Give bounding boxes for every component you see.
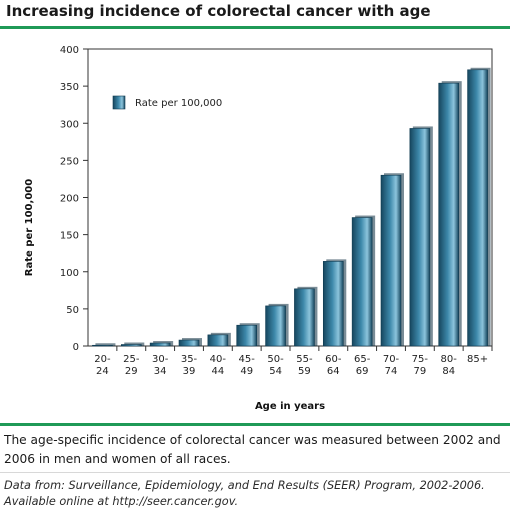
- bar: [409, 128, 431, 347]
- x-tick-label: 35-39: [181, 354, 198, 377]
- bar: [322, 261, 344, 347]
- bar-shadow: [95, 343, 116, 346]
- source-separator: [0, 472, 510, 473]
- y-tick-label: 150: [60, 231, 79, 242]
- bar: [294, 288, 315, 347]
- x-tick-label: 60-64: [325, 354, 342, 377]
- y-tick-label: 100: [60, 268, 79, 279]
- bar: [149, 342, 171, 347]
- bar: [120, 344, 142, 347]
- y-tick-label: 350: [60, 82, 79, 93]
- source-line-1: Data from: Surveillance, Epidemiology, a…: [4, 479, 485, 492]
- source-line-2: Available online at http://seer.cancer.g…: [4, 495, 239, 508]
- bar: [207, 334, 229, 347]
- x-tick-label: 70-74: [383, 354, 400, 377]
- x-tick-label: 55-59: [296, 354, 313, 377]
- x-tick-label: 30-34: [152, 354, 169, 377]
- bar: [351, 217, 373, 347]
- x-tick-label: 20-24: [94, 354, 111, 377]
- title-rule: [0, 26, 510, 29]
- x-tick-label: 75-79: [412, 354, 429, 377]
- caption-rule: [0, 423, 510, 426]
- bar-chart: 0 50 100 150 200 250 300 350 400 20-24 25-29 30-34 3…: [0, 30, 510, 420]
- legend-swatch: [112, 95, 126, 110]
- y-tick-label: 50: [66, 305, 79, 316]
- x-tick-label: 50-54: [267, 354, 284, 377]
- bar: [467, 69, 488, 347]
- y-tick-label: 400: [60, 45, 79, 56]
- x-axis-title: Age in years: [255, 401, 325, 412]
- bar: [265, 305, 286, 347]
- x-tick-label: 25-29: [123, 354, 140, 377]
- x-tick-label: 80-84: [441, 354, 458, 377]
- x-tick-label: 85+: [467, 354, 488, 365]
- bar: [92, 344, 113, 347]
- source-note: Data from: Surveillance, Epidemiology, a…: [4, 478, 504, 510]
- y-tick-label: 200: [60, 194, 79, 205]
- chart-svg: 0 50 100 150 200 250 300 350 400 20-24 25-29 30-34 3…: [24, 45, 493, 412]
- bar: [178, 339, 200, 347]
- bar: [380, 174, 402, 347]
- x-tick-label: 40-44: [210, 354, 227, 377]
- y-tick-label: 0: [73, 342, 79, 353]
- y-tick-label: 250: [60, 156, 79, 167]
- bar: [438, 82, 460, 347]
- x-tick-label: 65-69: [354, 354, 371, 377]
- chart-caption: The age-specific incidence of colorectal…: [4, 433, 501, 466]
- bar: [236, 324, 258, 347]
- y-axis-title: Rate per 100,000: [24, 179, 35, 276]
- legend-label: Rate per 100,000: [135, 98, 222, 109]
- y-tick-label: 300: [60, 119, 79, 130]
- chart-title: Increasing incidence of colorectal cance…: [6, 2, 431, 20]
- x-tick-label: 45-49: [239, 354, 256, 377]
